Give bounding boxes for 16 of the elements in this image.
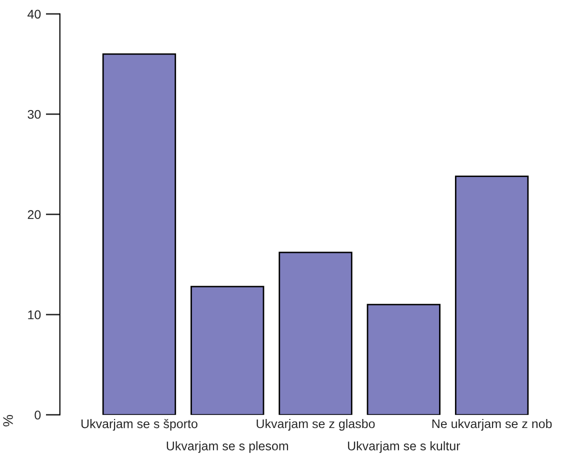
bar: [278, 252, 352, 415]
x-tick-label: Ukvarjam se s kultur: [348, 441, 460, 453]
y-tick-label: 10: [28, 310, 41, 320]
y-axis-title: %: [3, 414, 13, 426]
bar: [366, 304, 441, 415]
bar: [102, 53, 176, 415]
y-tick-label: 0: [34, 410, 41, 420]
bar: [454, 176, 529, 415]
x-tick-label: Ukvarjam se s športo: [81, 418, 198, 431]
bar: [190, 286, 264, 415]
x-tick-label: Ukvarjam se z glasbo: [256, 418, 375, 431]
x-tick-label: Ne ukvarjam se z nob: [432, 418, 552, 431]
y-tick-label: 40: [28, 10, 41, 19]
x-tick-label: Ukvarjam se s plesom: [166, 441, 288, 453]
y-tick-label: 30: [28, 110, 41, 119]
y-tick-label: 20: [28, 210, 41, 220]
